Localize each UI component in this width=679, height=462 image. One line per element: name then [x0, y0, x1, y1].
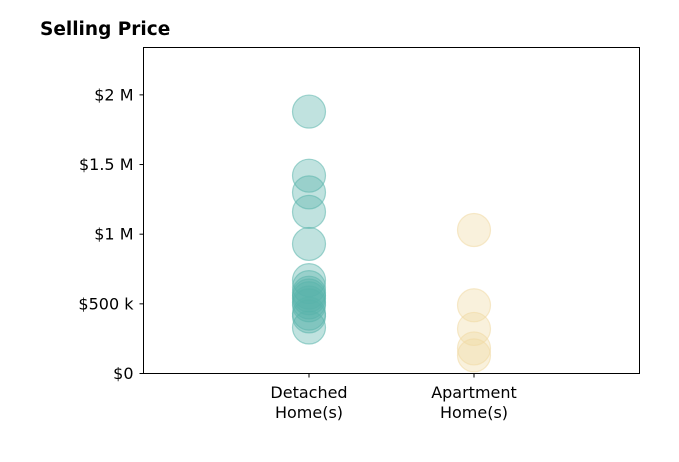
y-axis: $0 $500 k $1 M $1.5 M $2 M	[78, 85, 144, 383]
x-tick-label: Detached Home(s)	[270, 383, 347, 422]
data-point	[291, 310, 327, 345]
plot-frame	[143, 47, 640, 374]
x-axis: Detached Home(s) Apartment Home(s)	[270, 373, 517, 422]
data-point	[291, 299, 327, 334]
plot-area	[291, 94, 492, 373]
y-tick-label: $1.5 M	[79, 155, 134, 174]
data-point	[291, 194, 327, 229]
data-point	[456, 331, 492, 366]
y-tick-label: $1 M	[94, 225, 133, 244]
data-point	[291, 226, 327, 262]
chart-title: Selling Price	[40, 19, 170, 40]
data-point	[291, 94, 327, 129]
x-tick-label: Apartment Home(s)	[431, 383, 517, 422]
data-point	[456, 288, 492, 323]
y-tick-label: $0	[113, 364, 133, 383]
y-tick-label: $2 M	[94, 85, 133, 104]
data-point	[291, 175, 327, 210]
data-point	[456, 212, 492, 248]
data-point	[456, 311, 492, 347]
y-tick-label: $500 k	[78, 294, 134, 313]
data-point	[456, 338, 492, 373]
